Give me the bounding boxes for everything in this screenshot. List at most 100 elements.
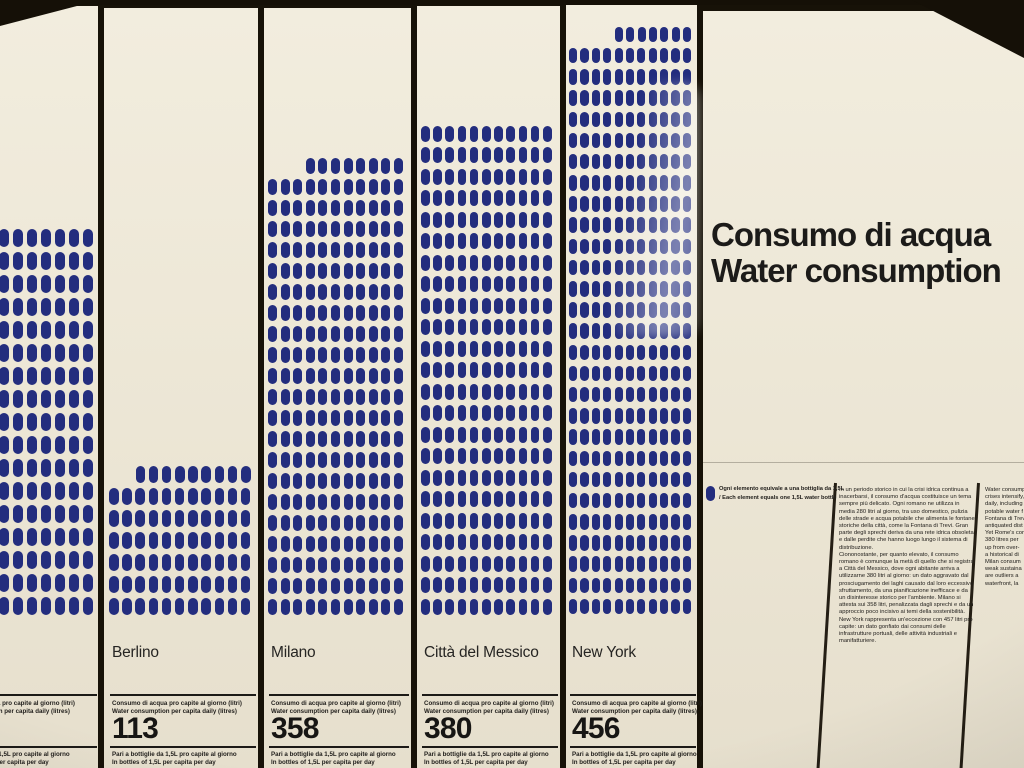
bottle-pill (580, 365, 589, 382)
bottle-pill (421, 211, 430, 228)
bottle-pill (614, 408, 623, 424)
bottle-pill (330, 368, 340, 384)
bottle-pill (569, 344, 578, 361)
bottle-pill (660, 196, 669, 212)
bottle-pill (481, 168, 491, 185)
caption-it: Pari a bottiglie da 1,5L pro capite al g… (271, 751, 396, 758)
bottle-pill (293, 221, 303, 237)
bottle-pill (445, 426, 455, 443)
bottle-pill (381, 557, 391, 573)
bottle-pill (343, 305, 353, 321)
bottle-pill (506, 555, 515, 572)
bottle-pill (27, 436, 37, 454)
bottle-pill (682, 365, 691, 382)
bottle-pill (280, 410, 290, 426)
bottle-pill (135, 510, 145, 527)
bottle-pill (148, 576, 159, 593)
bottle-pill (356, 578, 366, 594)
bottle-pill (293, 389, 303, 405)
bottle-pill (660, 514, 669, 530)
bottle-pill (0, 321, 9, 339)
bottle-pill (27, 459, 37, 477)
bottle-pill (318, 389, 328, 405)
bottle-pill (591, 492, 600, 509)
bottle-pill (591, 514, 600, 530)
bottle-pill (280, 431, 290, 447)
bottle-pill (518, 383, 528, 400)
bottle-pill (591, 153, 600, 170)
bottle-pill (368, 263, 378, 279)
bottle-pill (227, 488, 238, 505)
bottle-pill (591, 175, 600, 191)
bottle-pill (506, 383, 515, 400)
bottle-pill (569, 556, 578, 572)
bottle-pill (591, 450, 600, 466)
bottle-pill (518, 319, 528, 335)
caption-en: Water consumption per capita daily (litr… (112, 708, 237, 716)
bottle-pill (518, 598, 528, 615)
bottle-pill (542, 340, 552, 357)
bottle-pill (330, 242, 340, 258)
bottle-pill (660, 408, 669, 424)
bottle-pill (318, 515, 328, 531)
bottle-pill (174, 510, 185, 527)
bottle-pill (469, 426, 479, 443)
legend-line-en: / Each element equals one 1,5L water bot… (719, 494, 837, 501)
bottle-pill (293, 557, 303, 573)
bottle-pill (293, 578, 303, 594)
bottle-pill (660, 471, 669, 488)
bottle-pill (55, 298, 65, 316)
bottle-pill (580, 344, 589, 361)
bottle-pill (122, 554, 132, 571)
bottle-pill (625, 259, 635, 276)
bottle-pill (421, 491, 430, 507)
caption-it: Consumo di acqua pro capite al giorno (l… (271, 700, 401, 707)
bottle-pill (201, 598, 211, 615)
bottle-pill (506, 512, 515, 529)
bottle-pill (122, 488, 132, 505)
bottle-pill (13, 344, 23, 362)
bottle-pill (83, 505, 93, 523)
bottle-pill (637, 302, 646, 318)
bottle-pill (41, 344, 51, 362)
bottle-pill (293, 431, 303, 447)
bottle-pill (682, 471, 691, 488)
bottle-pill (268, 368, 277, 384)
bottle-pill (280, 599, 290, 615)
bottle-pill (580, 408, 589, 424)
bottle-pill (506, 211, 515, 228)
bottle-pill (614, 90, 623, 106)
bottle-pill (381, 200, 391, 216)
bottle-pill (671, 90, 680, 106)
bottle-pill (393, 494, 403, 510)
bottle-pill (41, 597, 51, 615)
bottle-pill (530, 491, 540, 507)
bottle-pill (293, 473, 303, 489)
bottle-pill (421, 512, 430, 529)
bottle-pill (637, 90, 646, 106)
panel-board-milano (264, 8, 411, 768)
bottle-pill (506, 297, 515, 314)
caption-it: Pari a bottiglie da 1,5L pro capite al g… (572, 751, 697, 758)
bottle-pill (625, 598, 635, 615)
bottle-pill (580, 47, 589, 64)
bottle-pill (318, 326, 328, 342)
bottle-pill (542, 555, 552, 572)
bottle-pill (0, 344, 9, 362)
bottle-pill (481, 469, 491, 486)
bottle-pill (148, 510, 159, 527)
bottles-caption: Pari a bottiglie da 1,5L pro capite al g… (424, 751, 549, 767)
bottle-pill (393, 200, 403, 216)
bottle-pill (318, 431, 328, 447)
bottle-pill (518, 448, 528, 464)
divider-line (269, 694, 409, 696)
bottle-pill (569, 153, 578, 170)
bottle-pill (530, 469, 540, 486)
bottle-pill (161, 466, 172, 483)
bottle-pill (603, 111, 612, 127)
bottle-pill (469, 469, 479, 486)
bottle-pill (330, 305, 340, 321)
bottle-pill (542, 448, 552, 464)
bottle-pill (481, 383, 491, 400)
bottle-pill (55, 482, 65, 500)
